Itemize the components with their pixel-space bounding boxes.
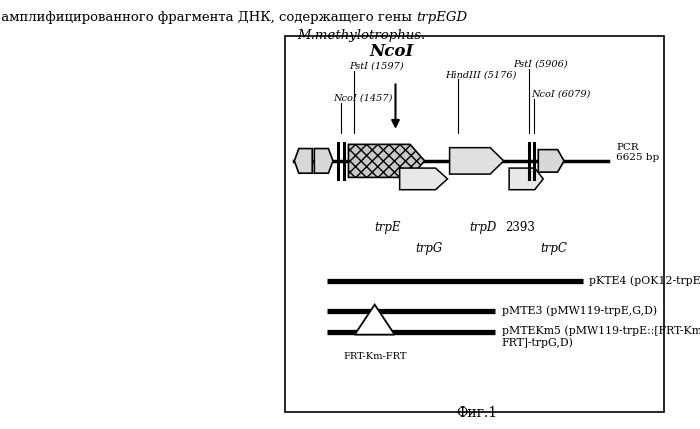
Text: trpG: trpG <box>415 242 442 255</box>
Polygon shape <box>294 148 312 173</box>
Text: pKTE4 (pOK12-trpE,G,D): pKTE4 (pOK12-trpE,G,D) <box>589 276 700 286</box>
Text: PstI (1597): PstI (1597) <box>349 62 403 71</box>
Text: trpEGD: trpEGD <box>416 11 468 24</box>
Polygon shape <box>314 148 333 173</box>
Text: M.methylotrophus.: M.methylotrophus. <box>298 29 426 42</box>
Text: Фиг.1: Фиг.1 <box>456 405 497 420</box>
Text: trpD: trpD <box>469 221 496 234</box>
Text: PCR
6625 bp: PCR 6625 bp <box>616 142 659 162</box>
Text: pMTEKm5 (pMW119-trpE::[FRT-Km-
FRT]-trpG,D): pMTEKm5 (pMW119-trpE::[FRT-Km- FRT]-trpG… <box>502 325 700 348</box>
FancyBboxPatch shape <box>285 36 664 412</box>
Polygon shape <box>538 150 564 172</box>
Text: FRT-Km-FRT: FRT-Km-FRT <box>343 352 407 361</box>
Text: HindIII (5176): HindIII (5176) <box>445 70 517 79</box>
Text: NcoI (6079): NcoI (6079) <box>531 90 591 99</box>
Polygon shape <box>400 168 447 190</box>
Text: pMTE3 (pMW119-trpE,G,D): pMTE3 (pMW119-trpE,G,D) <box>502 306 657 316</box>
Text: NcoI (1457): NcoI (1457) <box>333 94 393 103</box>
Text: 2393: 2393 <box>505 221 536 234</box>
Polygon shape <box>349 144 425 178</box>
Polygon shape <box>509 168 543 190</box>
Text: trpC: trpC <box>540 242 567 255</box>
Polygon shape <box>449 148 504 174</box>
Text: PstI (5906): PstI (5906) <box>513 60 568 69</box>
Polygon shape <box>355 305 395 335</box>
Text: NcoI: NcoI <box>369 43 414 60</box>
Text: trpE: trpE <box>374 221 400 234</box>
Text: Карта амплифицированного фрагмента ДНК, содержащего гены: Карта амплифицированного фрагмента ДНК, … <box>0 11 416 24</box>
